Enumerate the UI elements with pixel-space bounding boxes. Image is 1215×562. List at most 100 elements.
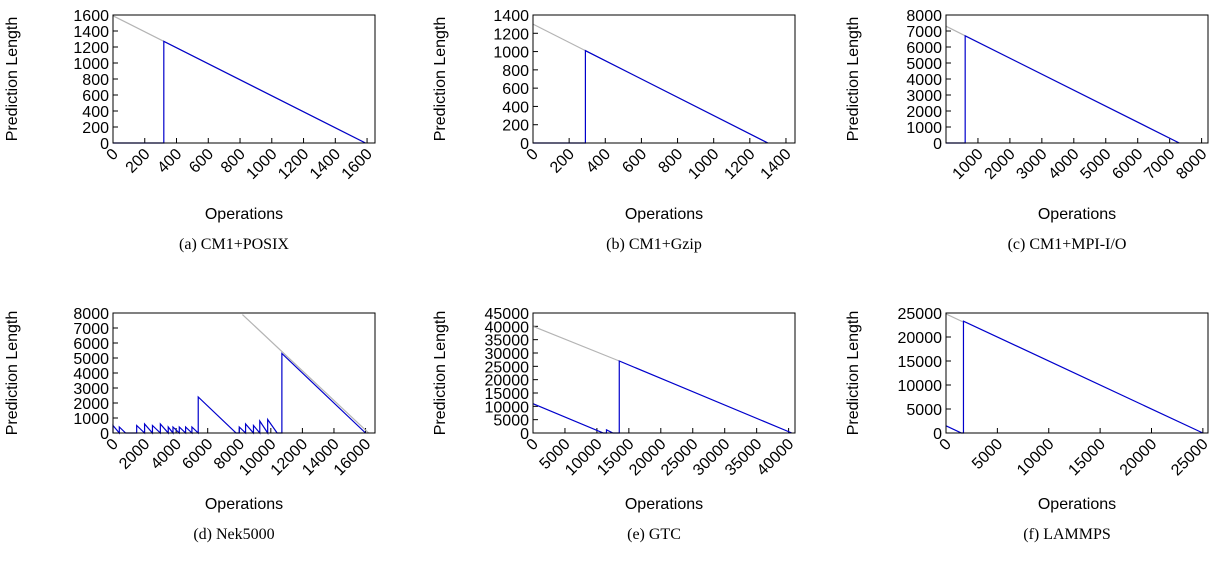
y-axis-label: Prediction Length bbox=[845, 17, 862, 142]
caption: (a) CM1+POSIX bbox=[179, 236, 289, 253]
y-tick-label: 0 bbox=[100, 136, 109, 153]
x-tick-label: 1200 bbox=[275, 146, 312, 183]
series-line bbox=[945, 313, 964, 323]
y-tick-label: 400 bbox=[502, 99, 529, 116]
x-tick-label: 800 bbox=[655, 146, 686, 177]
y-tick-label: 7000 bbox=[906, 24, 942, 41]
x-tick-label: 0 bbox=[524, 436, 542, 454]
y-tick-label: 7000 bbox=[73, 321, 109, 338]
y-tick-label: 10000 bbox=[898, 378, 943, 395]
x-tick-label: 2000 bbox=[982, 146, 1019, 183]
caption: (c) CM1+MPI-I/O bbox=[1008, 236, 1127, 253]
y-tick-label: 15000 bbox=[485, 386, 530, 403]
series-line bbox=[946, 34, 1180, 144]
y-tick-label: 0 bbox=[520, 426, 529, 443]
x-axis-label: Operations bbox=[1038, 206, 1116, 223]
y-tick-label: 40000 bbox=[485, 319, 530, 336]
x-axis-label: Operations bbox=[205, 496, 283, 513]
plot-frame bbox=[112, 14, 376, 144]
x-axis-label: Operations bbox=[625, 206, 703, 223]
x-tick-label: 1000 bbox=[685, 146, 722, 183]
y-tick-label: 200 bbox=[82, 120, 109, 137]
x-tick-label: 20000 bbox=[1117, 436, 1161, 480]
x-tick-label: 200 bbox=[547, 146, 578, 177]
y-tick-label: 25000 bbox=[898, 306, 943, 323]
series-line bbox=[113, 40, 366, 144]
y-tick-label: 400 bbox=[82, 104, 109, 121]
y-tick-label: 8000 bbox=[73, 306, 109, 323]
x-tick-label: 15000 bbox=[1065, 436, 1109, 480]
x-tick-label: 0 bbox=[937, 436, 955, 454]
plot-frame bbox=[532, 14, 796, 144]
x-tick-label: 600 bbox=[186, 146, 217, 177]
x-tick-label: 40000 bbox=[754, 436, 798, 480]
series-line bbox=[532, 360, 793, 434]
y-tick-label: 6000 bbox=[906, 40, 942, 57]
y-tick-label: 0 bbox=[933, 136, 942, 153]
x-axis-label: Operations bbox=[205, 206, 283, 223]
x-tick-label: 400 bbox=[154, 146, 185, 177]
x-tick-label: 8000 bbox=[1173, 146, 1210, 183]
y-tick-label: 0 bbox=[933, 426, 942, 443]
y-tick-label: 1400 bbox=[73, 24, 109, 41]
x-tick-label: 1400 bbox=[758, 146, 795, 183]
y-tick-label: 1000 bbox=[906, 120, 942, 137]
x-tick-label: 0 bbox=[104, 436, 122, 454]
y-tick-label: 5000 bbox=[906, 56, 942, 73]
y-tick-label: 3000 bbox=[73, 381, 109, 398]
y-tick-label: 2000 bbox=[73, 396, 109, 413]
y-tick-label: 800 bbox=[82, 72, 109, 89]
x-tick-label: 16000 bbox=[331, 436, 375, 480]
x-tick-label: 1000 bbox=[950, 146, 987, 183]
plot-frame bbox=[112, 312, 376, 434]
y-tick-label: 20000 bbox=[485, 373, 530, 390]
y-axis-label: Prediction Length bbox=[4, 311, 21, 436]
caption: (f) LAMMPS bbox=[1023, 526, 1111, 543]
y-tick-label: 1600 bbox=[73, 8, 109, 25]
x-tick-label: 5000 bbox=[1077, 146, 1114, 183]
x-tick-label: 25000 bbox=[1168, 436, 1212, 480]
x-tick-label: 1400 bbox=[307, 146, 344, 183]
plot-frame bbox=[945, 14, 1209, 144]
x-tick-label: 0 bbox=[104, 146, 122, 164]
x-tick-label: 1000 bbox=[243, 146, 280, 183]
y-tick-label: 1400 bbox=[493, 8, 529, 25]
x-tick-label: 10000 bbox=[1014, 436, 1058, 480]
caption: (b) CM1+Gzip bbox=[606, 236, 702, 253]
series-line bbox=[532, 325, 620, 362]
y-tick-label: 35000 bbox=[485, 333, 530, 350]
x-tick-label: 1200 bbox=[721, 146, 758, 183]
y-tick-label: 1000 bbox=[73, 56, 109, 73]
y-tick-label: 10000 bbox=[485, 399, 530, 416]
y-tick-label: 45000 bbox=[485, 306, 530, 323]
plot-frame bbox=[532, 312, 796, 434]
y-tick-label: 1000 bbox=[73, 411, 109, 428]
x-tick-label: 4000 bbox=[1045, 146, 1082, 183]
y-tick-label: 0 bbox=[520, 136, 529, 153]
y-tick-label: 5000 bbox=[73, 351, 109, 368]
caption: (e) GTC bbox=[627, 526, 681, 543]
x-tick-label: 1600 bbox=[339, 146, 376, 183]
y-tick-label: 2000 bbox=[906, 104, 942, 121]
series-line bbox=[945, 320, 1204, 434]
y-tick-label: 600 bbox=[502, 81, 529, 98]
y-axis-label: Prediction Length bbox=[845, 311, 862, 436]
y-axis-label: Prediction Length bbox=[432, 17, 449, 142]
series-line bbox=[112, 352, 366, 436]
x-tick-label: 4000 bbox=[148, 436, 185, 473]
x-tick-label: 2000 bbox=[116, 436, 153, 473]
y-tick-label: 3000 bbox=[906, 88, 942, 105]
y-tick-label: 0 bbox=[100, 426, 109, 443]
y-tick-label: 6000 bbox=[73, 336, 109, 353]
y-tick-label: 30000 bbox=[485, 346, 530, 363]
x-tick-label: 0 bbox=[524, 146, 542, 164]
x-tick-label: 6000 bbox=[179, 436, 216, 473]
y-tick-label: 5000 bbox=[493, 413, 529, 430]
y-tick-label: 20000 bbox=[898, 330, 943, 347]
x-tick-label: 200 bbox=[123, 146, 154, 177]
x-axis-label: Operations bbox=[1038, 496, 1116, 513]
y-tick-label: 25000 bbox=[485, 359, 530, 376]
x-tick-label: 6000 bbox=[1109, 146, 1146, 183]
y-tick-label: 4000 bbox=[906, 72, 942, 89]
